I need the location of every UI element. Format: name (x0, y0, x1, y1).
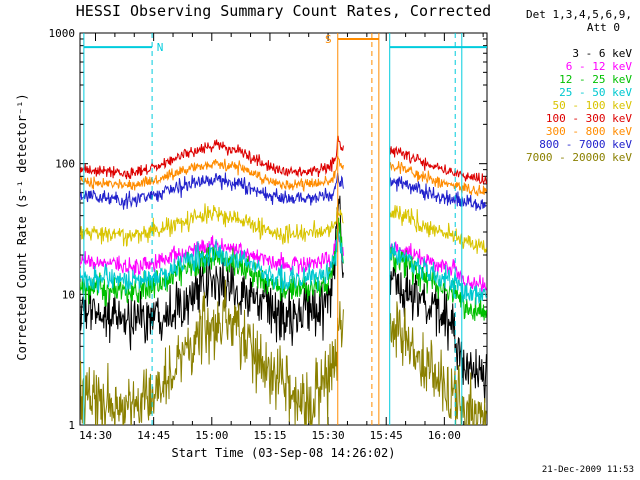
series-12-25keV (80, 216, 487, 322)
series-25-50keV (80, 231, 487, 305)
legend-entry: 100 - 300 keV (545, 112, 632, 125)
legend-entry: 800 - 7000 keV (539, 138, 632, 151)
legend-entries: 3 - 6 keV 6 - 12 keV 12 - 25 keV 25 - 50 ke… (502, 47, 632, 164)
legend-attenuator: Att 0 (586, 21, 620, 34)
chart-title: HESSI Observing Summary Count Rates, Cor… (75, 2, 492, 20)
series-100-300keV (80, 135, 487, 184)
legend-entry: 7000 - 20000 keV (526, 151, 632, 164)
series-50-100keV (80, 203, 487, 254)
legend: Det 1,3,4,5,6,9, Att 0 3 - 6 keV 6 - 12 k… (502, 8, 632, 164)
x-tick-label: 15:45 (370, 429, 403, 442)
creation-timestamp: 21-Dec-2009 11:53 (541, 465, 634, 475)
saa-label: S (325, 33, 332, 46)
y-tick-label: 1000 (49, 27, 76, 40)
y-axis: 1 10 100 1000 (49, 27, 487, 432)
legend-entry: 3 - 6 keV (572, 47, 632, 60)
legend-entry: 6 - 12 keV (565, 60, 632, 73)
x-axis: 14:30 14:45 15:00 15:15 15:30 15:45 16:00 (79, 33, 484, 442)
y-tick-label: 1 (68, 419, 75, 432)
x-tick-label: 14:30 (79, 429, 112, 442)
night-annotation: N (83, 33, 487, 425)
legend-entry: 300 - 800 keV (545, 125, 632, 138)
x-tick-label: 16:00 (428, 429, 461, 442)
plot-border (79, 32, 488, 426)
night-label: N (157, 41, 164, 54)
saa-annotation: S (325, 33, 380, 425)
y-axis-label: Corrected Count Rate (s⁻¹ detector⁻¹) (15, 93, 29, 361)
legend-title: Det 1,3,4,5,6,9, (526, 8, 632, 21)
x-tick-label: 15:00 (195, 429, 228, 442)
legend-entry: 25 - 50 keV (559, 86, 632, 99)
series-800-7000keV (80, 172, 487, 211)
y-tick-label: 10 (62, 288, 75, 301)
x-tick-label: 15:30 (312, 429, 345, 442)
legend-entry: 50 - 100 keV (552, 99, 632, 112)
x-axis-label: Start Time (03-Sep-08 14:26:02) (171, 446, 396, 460)
series-300-800keV (80, 155, 487, 197)
y-tick-label: 100 (55, 158, 75, 171)
x-tick-label: 15:15 (253, 429, 286, 442)
series-7000-20000keV (80, 279, 487, 425)
legend-entry: 12 - 25 keV (559, 73, 632, 86)
x-tick-label: 14:45 (137, 429, 170, 442)
